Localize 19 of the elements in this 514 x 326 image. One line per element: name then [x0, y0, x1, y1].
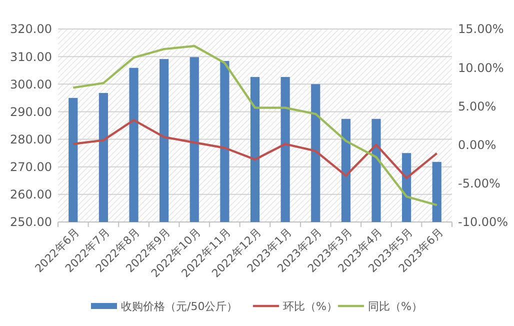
line-series	[72, 118, 438, 180]
y-tick-label: 300.00	[10, 77, 52, 92]
y-tick-label: 260.00	[10, 188, 52, 202]
y2-tick-label: 10.00%	[458, 60, 504, 75]
y-tick-label: 250.00	[10, 215, 52, 230]
y-tick-label: 270.00	[10, 160, 52, 174]
y2-tick-label: 5.00%	[458, 99, 496, 114]
y2-tick-label: -10.00%	[458, 215, 508, 230]
y-tick-label: 320.00	[10, 22, 52, 36]
y-tick-label: 280.00	[10, 132, 52, 146]
y-tick-label: 310.00	[10, 50, 52, 64]
y-tick-label: 290.00	[10, 104, 52, 119]
line-series	[72, 44, 438, 206]
legend-label: 同比（%）	[368, 300, 422, 313]
y2-tick-label: 0.00%	[458, 138, 496, 152]
legend-label: 环比（%）	[283, 300, 338, 313]
y2-tick-label: -5.00%	[458, 176, 500, 191]
y2-tick-label: 15.00%	[458, 22, 504, 36]
legend-label: 收购价格（元/50公斤）	[121, 300, 238, 313]
